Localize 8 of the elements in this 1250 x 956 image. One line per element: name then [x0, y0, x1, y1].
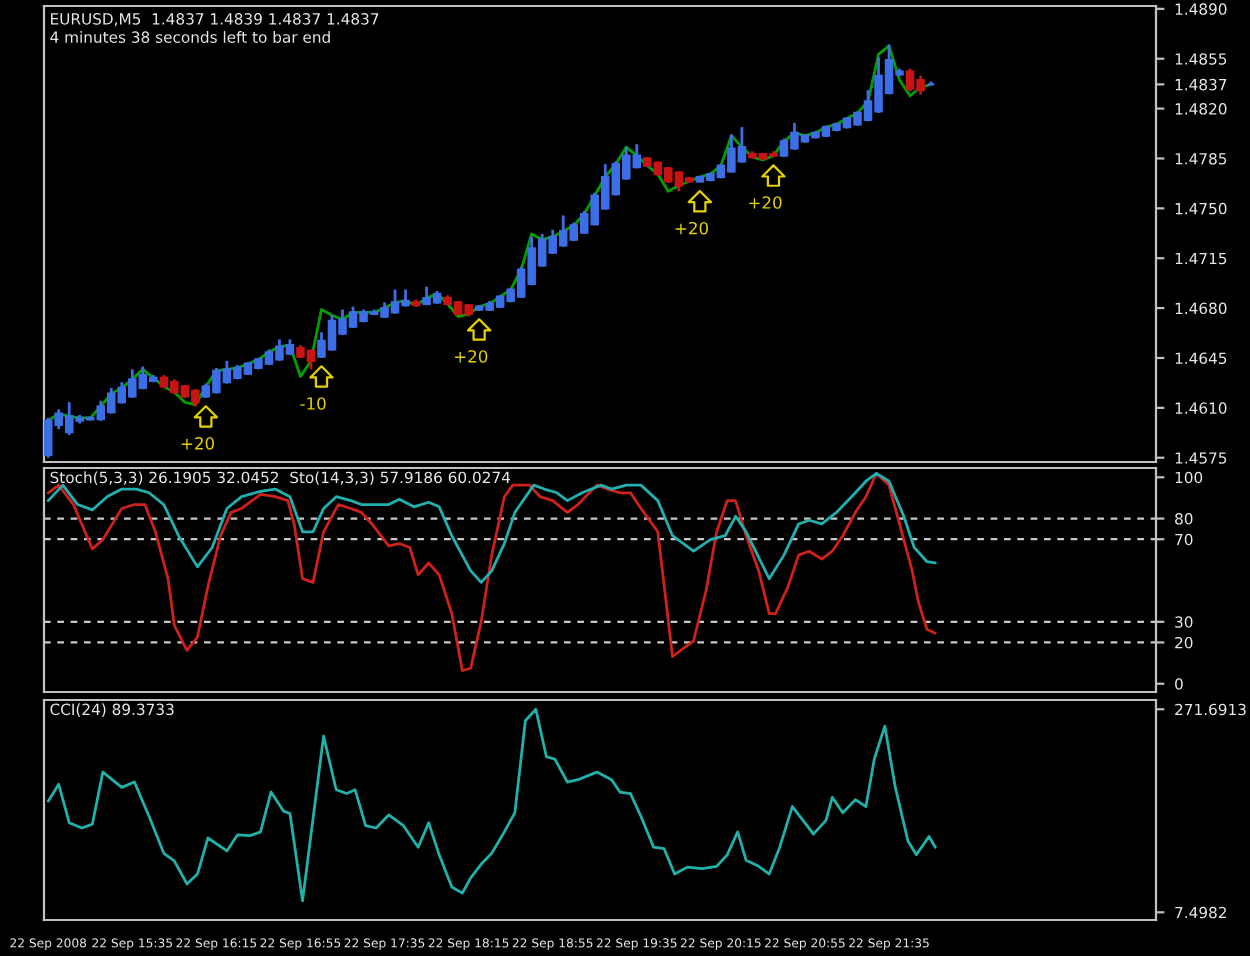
annotation: +20: [454, 350, 488, 363]
annotation: -10: [300, 397, 326, 410]
annotation: +20: [181, 437, 215, 450]
annotation: +20: [675, 221, 708, 235]
line-series: [46, 471, 937, 584]
annotation: +20: [749, 196, 782, 209]
line-series: [46, 707, 937, 903]
line-series: [46, 471, 937, 672]
